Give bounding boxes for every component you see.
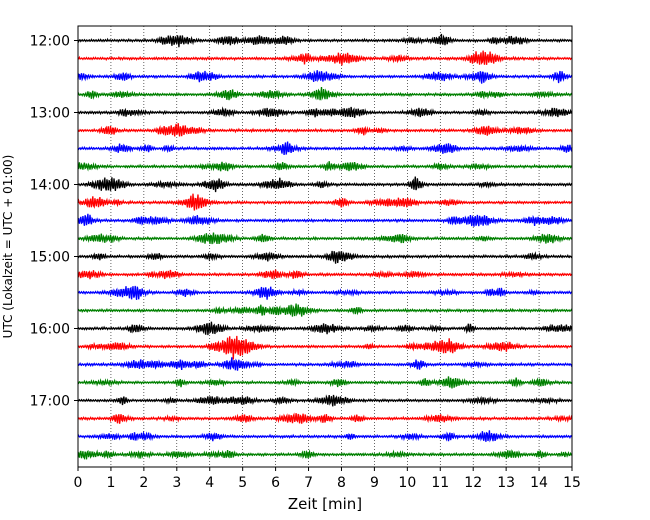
x-tick-label: 8 bbox=[337, 475, 346, 491]
trace-line-22 bbox=[77, 412, 573, 424]
x-tick-label: 9 bbox=[370, 475, 379, 491]
trace-line-23 bbox=[77, 430, 573, 443]
trace-line-15 bbox=[77, 285, 573, 300]
y-tick-label: 16:00 bbox=[30, 322, 70, 338]
trace-line-5 bbox=[77, 106, 573, 118]
trace-line-11 bbox=[77, 213, 573, 227]
trace-line-21 bbox=[77, 394, 573, 407]
trace-line-16 bbox=[77, 303, 573, 317]
trace-line-9 bbox=[77, 176, 573, 193]
trace-line-24 bbox=[77, 449, 573, 460]
trace-line-8 bbox=[77, 161, 573, 172]
x-tick-label: 11 bbox=[431, 475, 449, 491]
x-tick-label: 6 bbox=[271, 475, 280, 491]
y-tick-label: 15:00 bbox=[30, 250, 70, 266]
trace-line-14 bbox=[77, 269, 573, 281]
trace-line-18 bbox=[77, 335, 573, 360]
trace-line-17 bbox=[77, 321, 573, 336]
x-tick-label: 4 bbox=[205, 475, 214, 491]
trace-line-1 bbox=[77, 33, 573, 48]
x-tick-label: 2 bbox=[139, 475, 148, 491]
trace-line-10 bbox=[77, 193, 573, 211]
y-axis-ticks: 12:00 13:00 14:00 15:00 16:00 17:00 bbox=[30, 34, 78, 410]
x-tick-label: 13 bbox=[497, 475, 515, 491]
trace-line-2 bbox=[77, 50, 573, 66]
trace-line-19 bbox=[77, 357, 573, 371]
plot-frame bbox=[77, 25, 573, 468]
trace-line-3 bbox=[77, 70, 573, 84]
trace-line-20 bbox=[77, 376, 573, 389]
x-tick-label: 7 bbox=[304, 475, 313, 491]
trace-line-7 bbox=[77, 141, 573, 155]
y-tick-label: 13:00 bbox=[30, 106, 70, 122]
trace-line-12 bbox=[77, 232, 573, 245]
trace-line-13 bbox=[77, 250, 573, 264]
y-tick-label: 14:00 bbox=[30, 178, 70, 194]
x-axis-ticks: 0 1 2 3 4 5 6 7 8 9 10 11 12 13 14 15 bbox=[74, 467, 581, 491]
y-tick-label: 12:00 bbox=[30, 34, 70, 50]
trace-line-6 bbox=[77, 123, 573, 137]
x-tick-label: 12 bbox=[464, 475, 482, 491]
x-tick-label: 15 bbox=[563, 475, 581, 491]
x-tick-label: 14 bbox=[530, 475, 548, 491]
x-axis-label: Zeit [min] bbox=[288, 495, 362, 513]
x-tick-label: 0 bbox=[74, 475, 83, 491]
x-tick-label: 5 bbox=[238, 475, 247, 491]
y-tick-label: 17:00 bbox=[30, 394, 70, 410]
seismic-traces bbox=[77, 33, 573, 460]
x-tick-label: 3 bbox=[172, 475, 181, 491]
x-tick-label: 1 bbox=[106, 475, 115, 491]
x-tick-label: 10 bbox=[398, 475, 416, 491]
trace-line-4 bbox=[77, 86, 573, 101]
y-axis-label: UTC (Lokalzeit = UTC + 01:00) bbox=[1, 155, 15, 339]
